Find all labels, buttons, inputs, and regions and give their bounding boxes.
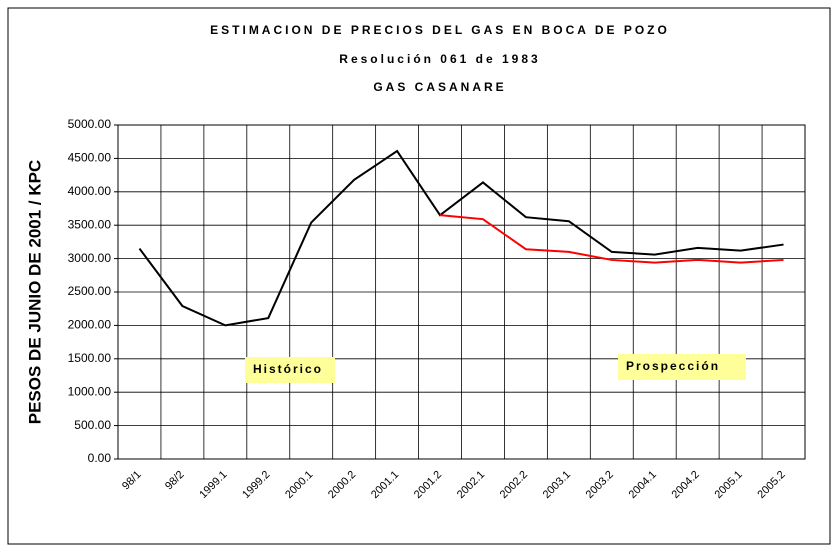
line-series [439, 214, 784, 264]
chart-subtitle: GAS CASANARE [373, 80, 506, 94]
chart-title: ESTIMACION DE PRECIOS DEL GAS EN BOCA DE… [210, 23, 670, 37]
y-tick-label: 1500.00 [68, 351, 112, 365]
annotation-box [618, 354, 746, 380]
chart-subtitle: Resolución 061 de 1983 [339, 52, 540, 66]
y-tick-label: 2000.00 [68, 318, 112, 332]
y-tick-label: 2500.00 [68, 284, 112, 298]
y-tick-label: 0.00 [88, 451, 112, 465]
y-tick-label: 4000.00 [68, 184, 112, 198]
y-tick-label: 500.00 [74, 418, 111, 432]
y-tick-label: 4500.00 [68, 151, 112, 165]
annotation: Histórico [253, 362, 323, 376]
y-tick-label: 1000.00 [68, 384, 112, 398]
y-tick-label: 3500.00 [68, 217, 112, 231]
annotation: Prospección [626, 359, 720, 373]
y-tick-label: 3000.00 [68, 251, 112, 265]
y-axis-label: PESOS DE JUNIO DE 2001 / KPC [25, 160, 44, 425]
y-tick-label: 5000.00 [68, 117, 112, 131]
line-series [138, 149, 784, 327]
annotation-box [245, 357, 335, 383]
